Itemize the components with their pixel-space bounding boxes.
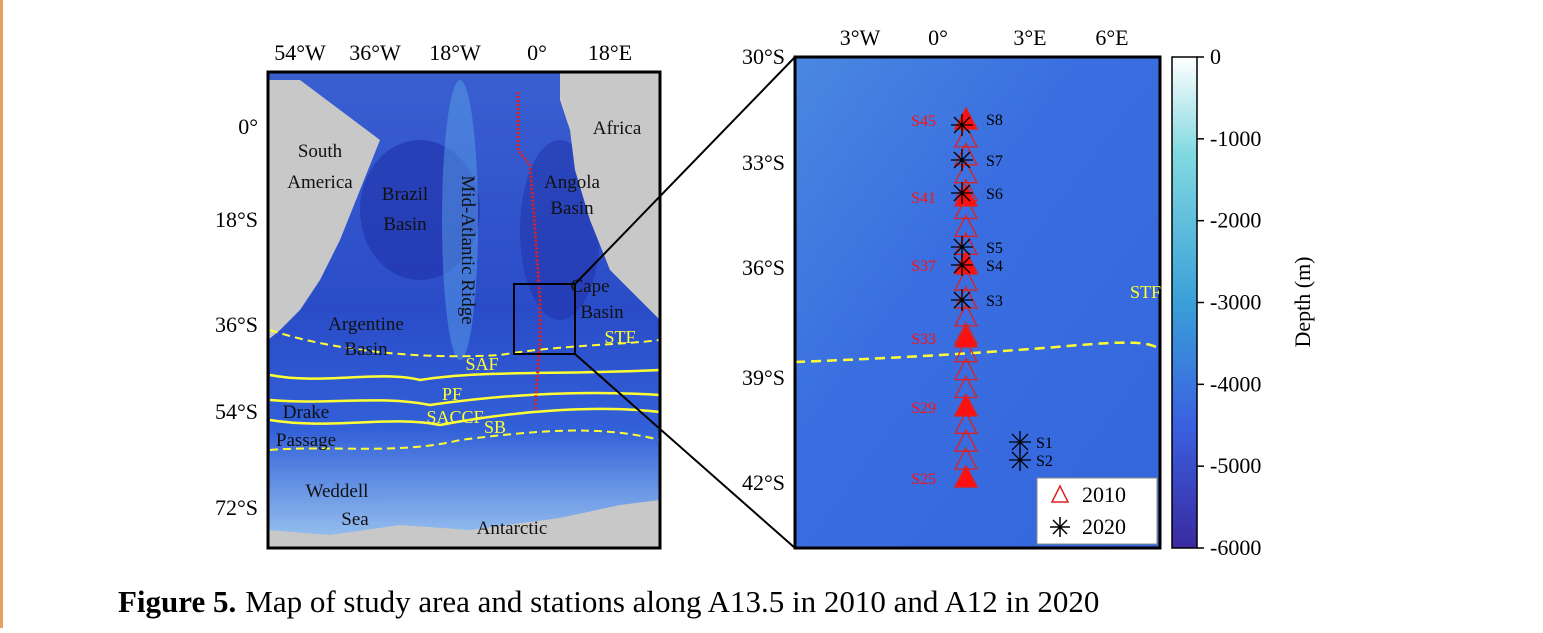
right-yticks: 30°S 33°S 36°S 39°S 42°S — [742, 44, 785, 495]
station-label: S6 — [986, 186, 1003, 203]
asterisk — [951, 114, 973, 136]
station-label: S4 — [986, 258, 1003, 275]
station-label: S5 — [986, 240, 1003, 257]
tick-label: 3°E — [1013, 25, 1046, 50]
station-label: S2 — [1036, 453, 1053, 470]
legend-marker — [1050, 517, 1070, 537]
legend-label: 2010 — [1082, 482, 1126, 507]
station-label: S8 — [986, 112, 1003, 129]
tick-label: 18°W — [429, 40, 481, 65]
asterisk — [951, 182, 973, 204]
legend-label: 2020 — [1082, 514, 1126, 539]
tick-label: 54°S — [215, 399, 258, 424]
station-label: S29 — [911, 400, 936, 417]
place: Africa — [593, 118, 642, 139]
left-xticks: 54°W 36°W 18°W 0° 18°E — [274, 40, 632, 65]
station-label: S33 — [911, 331, 936, 348]
tick-label: 54°W — [274, 40, 326, 65]
colorbar-tick-label: -6000 — [1210, 535, 1261, 560]
place: Angola — [544, 172, 601, 193]
asterisk — [951, 289, 973, 311]
place: Basin — [344, 339, 388, 360]
place: Drake — [283, 402, 329, 423]
place: Basin — [580, 302, 624, 323]
tick-label: 3°W — [840, 25, 881, 50]
asterisk — [951, 254, 973, 276]
tick-label: 42°S — [742, 470, 785, 495]
tick-label: 36°W — [349, 40, 401, 65]
tick-label: 30°S — [742, 44, 785, 69]
asterisk — [951, 149, 973, 171]
page: 54°W 36°W 18°W 0° 18°E 0° 18°S 36°S 54°S… — [0, 0, 1543, 628]
colorbar — [1172, 57, 1197, 548]
caption-label: Figure 5. — [118, 584, 236, 619]
colorbar-tick-label: -5000 — [1210, 453, 1261, 478]
left-yticks: 0° 18°S 36°S 54°S 72°S — [215, 114, 258, 520]
place: South — [298, 141, 343, 162]
station-label: S41 — [911, 190, 936, 207]
asterisk — [1009, 449, 1031, 471]
place: Weddell — [306, 481, 369, 502]
place: America — [287, 172, 353, 193]
station-label: S25 — [911, 471, 936, 488]
colorbar-ticks: 0 -1000 -2000 -3000 -4000 -5000 -6000 — [1197, 44, 1261, 560]
station-label: S45 — [911, 113, 936, 130]
figure: 54°W 36°W 18°W 0° 18°E 0° 18°S 36°S 54°S… — [0, 0, 1543, 628]
tick-label: 39°S — [742, 365, 785, 390]
tick-label: 18°E — [588, 40, 632, 65]
colorbar-tick-label: -4000 — [1210, 371, 1261, 396]
tick-label: 18°S — [215, 207, 258, 232]
place: Argentine — [328, 314, 404, 335]
tick-label: 36°S — [742, 255, 785, 280]
station-label: S7 — [986, 153, 1003, 170]
place: Basin — [383, 214, 427, 235]
tick-label: 36°S — [215, 312, 258, 337]
colorbar-tick-label: -2000 — [1210, 208, 1261, 233]
colorbar-tick-label: 0 — [1210, 44, 1221, 69]
tick-label: 0° — [527, 40, 547, 65]
right-xticks: 3°W 0° 3°E 6°E — [840, 25, 1129, 50]
tick-label: 33°S — [742, 150, 785, 175]
station-label: S3 — [986, 293, 1003, 310]
front-label: STF — [1130, 282, 1161, 302]
colorbar-label: Depth (m) — [1290, 256, 1315, 347]
place: Brazil — [382, 184, 428, 205]
front-label: SAF — [465, 354, 498, 374]
colorbar-tick-label: -1000 — [1210, 126, 1261, 151]
tick-label: 72°S — [215, 495, 258, 520]
place: Cape — [570, 276, 609, 297]
place: Antarctic — [477, 518, 548, 539]
legend: 2010 2020 — [1037, 478, 1157, 544]
front-label: PF — [442, 384, 462, 404]
edge-line — [0, 0, 3, 628]
front-label: SB — [484, 417, 506, 437]
tick-label: 0° — [928, 25, 948, 50]
front-label: SACCF — [426, 407, 483, 427]
place: Mid-Atlantic Ridge — [457, 175, 478, 324]
place: Sea — [341, 509, 369, 530]
station-label: S37 — [911, 258, 936, 275]
place: Basin — [550, 198, 594, 219]
right-map — [795, 57, 1160, 548]
tick-label: 0° — [238, 114, 258, 139]
station-label: S1 — [1036, 435, 1053, 452]
caption-text: Map of study area and stations along A13… — [245, 584, 1099, 619]
caption: Figure 5. Map of study area and stations … — [118, 584, 1099, 619]
tick-label: 6°E — [1095, 25, 1128, 50]
front-label: STF — [604, 327, 635, 347]
colorbar-tick-label: -3000 — [1210, 290, 1261, 315]
place: Passage — [276, 430, 336, 451]
